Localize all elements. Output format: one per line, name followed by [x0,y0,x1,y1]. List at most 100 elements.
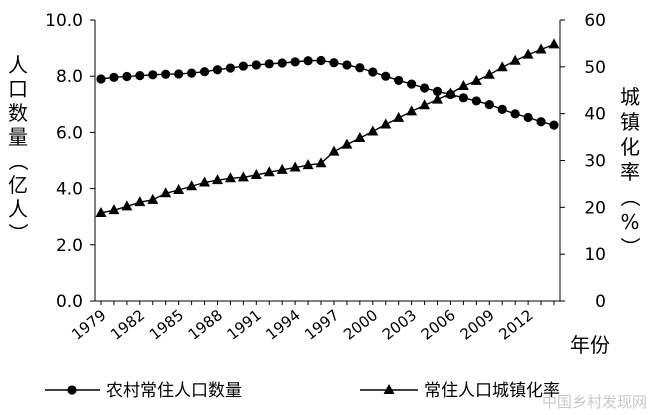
point-urban [509,54,521,65]
point-urban [302,159,314,170]
point-urban [522,48,534,59]
y-right-axis-label-char: % [620,210,639,234]
legend-label-urban: 常住人口城镇化率 [424,381,560,401]
point-urban [211,174,223,185]
point-rural [523,112,533,123]
point-urban [289,161,301,172]
point-urban [108,204,120,215]
series-urbanization-rate [95,38,560,217]
point-rural [238,61,248,71]
y-right-axis-label-char: 率 [620,160,640,184]
y-right-tick-label: 10 [584,245,606,265]
y-left-axis-label-char: 亿 [8,173,28,197]
y-left-tick-label: 8.0 [56,67,83,87]
point-urban [393,111,405,122]
x-tick-label: 1991 [224,306,265,344]
point-rural [355,63,365,73]
y-left-axis-label-char: 人 [8,53,28,77]
point-rural [407,79,417,89]
point-urban [134,196,146,207]
y-right-axis-label-char: 化 [620,135,640,159]
y-left-axis-label-char: 口 [8,77,28,101]
y-right-axis-label-char: （ [618,187,642,207]
y-right-tick-label: 60 [584,11,606,31]
point-rural [96,74,106,84]
point-urban [328,145,340,156]
x-tick-label: 2009 [457,306,498,344]
x-tick-label: 1994 [262,306,303,344]
point-urban [95,206,107,217]
point-rural [251,60,261,70]
point-rural [199,67,210,77]
x-tick-label: 1982 [107,306,148,344]
series-line-rural [100,59,555,126]
x-axis-label: 年份 [570,333,610,357]
point-urban [237,171,249,182]
watermark: 中国乡村发现网 [542,393,647,411]
y-right-tick-label: 0 [595,292,606,312]
y-left-tick-label: 10.0 [45,11,83,31]
point-urban [380,118,392,129]
point-urban [470,74,482,85]
point-rural [368,67,378,77]
x-tick-label: 2012 [495,306,536,344]
series-rural-population [96,55,559,130]
x-tick-label: 2003 [379,306,420,344]
x-tick-label: 2000 [340,306,381,344]
point-urban [354,132,366,143]
x-tick-label: 1985 [146,306,187,344]
y-left-axis-label-char: 人 [8,197,28,221]
y-left-tick-label: 2.0 [56,236,83,256]
point-urban [160,187,172,198]
x-tick-label: 2006 [418,306,459,344]
y-right-tick-label: 40 [584,105,606,125]
axis-labels: 人口数量（亿人）城镇化率（%）年份 [6,53,642,357]
x-tick-label: 1988 [185,306,226,344]
point-rural [135,71,145,81]
y-right-tick-label: 50 [584,58,606,78]
point-rural [419,83,430,93]
point-rural [471,96,481,106]
point-urban [341,138,353,149]
point-rural [497,104,507,114]
point-rural [458,93,468,103]
point-urban [548,38,560,49]
y-right-axis-label-char: 镇 [620,110,640,134]
point-rural [342,60,352,70]
point-urban [367,125,379,136]
point-urban [250,169,262,180]
point-rural [277,58,287,68]
point-rural [122,71,132,82]
point-rural [148,70,158,80]
legend-marker-urban [383,384,395,394]
y-right-axis-label-char: ） [618,237,642,257]
point-rural [381,71,391,81]
y-left-axis-label-char: ） [6,223,30,243]
point-rural [264,59,274,69]
point-rural [329,58,339,68]
point-urban [186,180,198,191]
point-urban [263,166,275,177]
legend: 农村常住人口数量 常住人口城镇化率 [45,381,560,401]
point-urban [535,43,547,54]
y-right-axis-label-char: 城 [620,85,640,109]
y-left-tick-label: 4.0 [56,180,83,200]
point-urban [457,80,469,91]
point-rural [432,86,443,96]
y-right-axis-label: 城镇化率 （% ） [618,85,642,257]
point-rural [290,57,300,67]
point-urban [224,172,236,183]
point-rural [549,120,559,130]
point-urban [496,61,508,72]
y-left-tick-label: 0.0 [56,292,83,312]
point-urban [173,184,185,195]
y-right-tick-label: 20 [584,198,606,218]
y-left-axis-label-char: 量 [8,125,28,149]
point-rural [212,65,223,75]
y-left-axis-label-char: 数 [8,101,28,125]
point-urban [276,163,288,174]
point-urban [121,200,133,211]
point-rural [109,72,119,82]
point-rural [161,69,171,79]
